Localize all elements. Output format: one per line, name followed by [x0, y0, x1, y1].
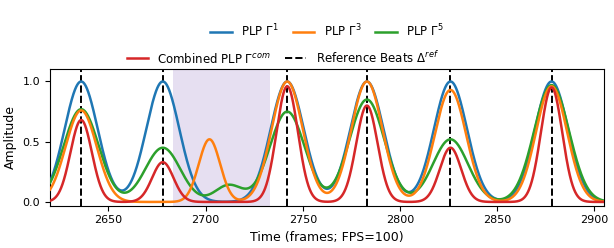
PLP $\Gamma^1$ — [600, 200, 608, 203]
PLP $\Gamma^5$ — [178, 170, 185, 173]
PLP $\Gamma^3$ — [175, 199, 182, 202]
X-axis label: Time (frames; FPS=100): Time (frames; FPS=100) — [251, 231, 404, 244]
PLP $\Gamma^3$ — [154, 200, 161, 203]
PLP $\Gamma^1$ — [255, 172, 263, 175]
Line: PLP $\Gamma^1$: PLP $\Gamma^1$ — [50, 82, 604, 202]
PLP $\Gamma^1$ — [178, 138, 185, 141]
PLP $\Gamma^5$ — [596, 198, 604, 201]
PLP $\Gamma^1$ — [175, 125, 182, 128]
Y-axis label: Amplitude: Amplitude — [4, 105, 17, 169]
Combined PLP $\Gamma^{com}$ — [600, 200, 608, 203]
Bar — [173, 69, 270, 206]
PLP $\Gamma^1$ — [47, 180, 54, 183]
Line: PLP $\Gamma^5$: PLP $\Gamma^5$ — [50, 85, 604, 201]
PLP $\Gamma^1$ — [77, 80, 85, 83]
Combined PLP $\Gamma^{com}$ — [255, 197, 263, 200]
PLP $\Gamma^5$ — [175, 165, 182, 168]
Combined PLP $\Gamma^{com}$ — [175, 187, 182, 190]
PLP $\Gamma^3$ — [181, 196, 188, 199]
Combined PLP $\Gamma^{com}$ — [181, 195, 188, 198]
PLP $\Gamma^3$ — [284, 80, 291, 83]
Line: PLP $\Gamma^3$: PLP $\Gamma^3$ — [50, 82, 604, 202]
PLP $\Gamma^5$ — [600, 199, 608, 202]
Line: Combined PLP $\Gamma^{com}$: Combined PLP $\Gamma^{com}$ — [50, 86, 604, 202]
Combined PLP $\Gamma^{com}$ — [284, 85, 291, 88]
PLP $\Gamma^3$ — [295, 108, 302, 111]
PLP $\Gamma^3$ — [600, 200, 608, 203]
PLP $\Gamma^1$ — [181, 150, 188, 153]
Combined PLP $\Gamma^{com}$ — [596, 200, 604, 203]
PLP $\Gamma^5$ — [181, 175, 188, 178]
PLP $\Gamma^3$ — [255, 177, 263, 180]
PLP $\Gamma^5$ — [47, 181, 54, 184]
Combined PLP $\Gamma^{com}$ — [178, 192, 185, 195]
PLP $\Gamma^3$ — [596, 199, 604, 202]
PLP $\Gamma^5$ — [295, 126, 302, 129]
Combined PLP $\Gamma^{com}$ — [295, 134, 302, 137]
Legend: Combined PLP $\Gamma^{com}$, Reference Beats $\Delta^{ref}$: Combined PLP $\Gamma^{com}$, Reference B… — [122, 45, 444, 70]
Combined PLP $\Gamma^{com}$ — [220, 200, 228, 203]
PLP $\Gamma^3$ — [178, 198, 185, 201]
PLP $\Gamma^1$ — [596, 199, 604, 202]
Combined PLP $\Gamma^{com}$ — [47, 199, 54, 202]
PLP $\Gamma^5$ — [548, 84, 555, 87]
PLP $\Gamma^5$ — [255, 175, 263, 178]
PLP $\Gamma^1$ — [295, 105, 302, 108]
PLP $\Gamma^1$ — [221, 200, 228, 203]
PLP $\Gamma^3$ — [47, 188, 54, 191]
